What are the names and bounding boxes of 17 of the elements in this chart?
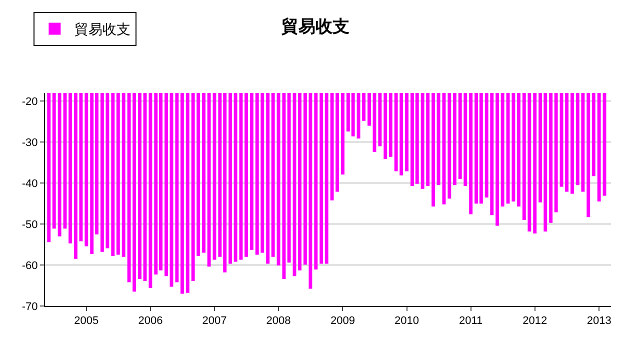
x-tick-label: 2011 xyxy=(458,315,483,328)
chart-title: 貿易收支 xyxy=(280,17,350,38)
y-tick-label: -40 xyxy=(22,178,38,190)
y-tick-label: -60 xyxy=(22,260,38,272)
x-tick-label: 2013 xyxy=(586,315,612,328)
x-tick-label: 2012 xyxy=(522,315,548,328)
x-tick-label: 2005 xyxy=(74,315,99,328)
x-tick-label: 2007 xyxy=(202,315,227,328)
y-tick-label: -50 xyxy=(22,218,38,231)
x-tick-label: 2010 xyxy=(394,315,420,328)
x-tick-label: 2006 xyxy=(138,315,163,328)
y-tick-label: -20 xyxy=(22,96,38,108)
x-tick-label: 2008 xyxy=(266,315,291,328)
x-tick-label: 2009 xyxy=(330,315,355,328)
legend-label: 貿易收支 xyxy=(74,22,131,38)
y-tick-label: -70 xyxy=(22,300,38,313)
y-tick-label: -30 xyxy=(22,137,38,149)
